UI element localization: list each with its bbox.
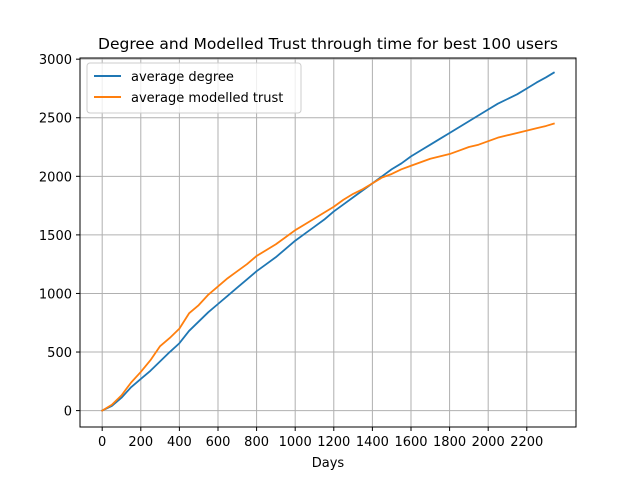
x-tick-label: 200 [128, 435, 153, 450]
y-tick-label: 3000 [39, 53, 72, 68]
x-tick-label: 1000 [279, 435, 312, 450]
legend-label-average-modelled-trust: average modelled trust [131, 91, 283, 106]
y-tick-label: 1500 [39, 229, 72, 244]
x-axis-ticks: 0 200 400 600 800 1000 1200 1400 1600 1800 2000 220… [98, 427, 543, 450]
x-tick-label: 1600 [394, 435, 427, 450]
y-tick-label: 500 [47, 346, 72, 361]
grid-lines [80, 58, 576, 427]
x-tick-label: 0 [98, 435, 106, 450]
y-tick-label: 2000 [39, 170, 72, 185]
x-tick-label: 600 [206, 435, 231, 450]
y-tick-label: 1000 [39, 287, 72, 302]
x-tick-label: 2200 [510, 435, 543, 450]
x-tick-label: 1400 [356, 435, 389, 450]
y-tick-label: 2500 [39, 112, 72, 127]
plot-area-frame [79, 57, 577, 428]
chart-title: Degree and Modelled Trust through time f… [98, 35, 558, 53]
series-line-average-degree [100, 71, 556, 412]
legend-box [86, 62, 302, 114]
x-tick-label: 1800 [433, 435, 466, 450]
x-tick-label: 2000 [472, 435, 505, 450]
legend-label-average-degree: average degree [131, 70, 234, 85]
y-axis-ticks: 0 500 1000 1500 2000 2500 3000 [39, 53, 80, 420]
legend: average degree average modelled trust [86, 62, 302, 114]
x-tick-label: 800 [244, 435, 269, 450]
series-line-average-modelled-trust [100, 122, 555, 412]
x-tick-label: 400 [167, 435, 192, 450]
series-lines [100, 71, 556, 412]
x-tick-label: 1200 [317, 435, 350, 450]
y-tick-label: 0 [64, 405, 72, 420]
x-axis-label: Days [312, 456, 345, 471]
